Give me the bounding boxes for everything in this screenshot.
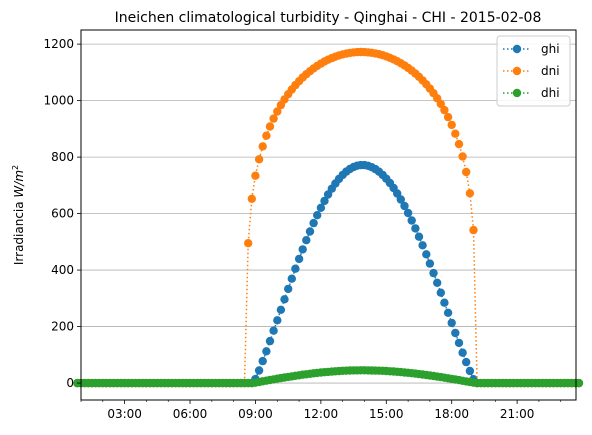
data-point-ghi (280, 295, 289, 304)
x-tick-label: 18:00 (434, 407, 469, 421)
x-tick-label: 12:00 (304, 407, 339, 421)
data-point-ghi (258, 356, 267, 366)
y-tick-label: 800 (51, 150, 74, 164)
data-point-dni (273, 107, 282, 116)
data-point-ghi (284, 284, 293, 294)
data-point-dni (447, 120, 456, 130)
legend-box (496, 35, 571, 107)
x-tick-label: 21:00 (500, 407, 535, 421)
data-point-ghi (291, 264, 300, 273)
data-point-dni (269, 114, 278, 123)
data-point-ghi (414, 232, 424, 241)
data-point-ghi (418, 241, 427, 250)
x-tick-label: 15:00 (369, 407, 404, 421)
legend-marker-dhi (512, 88, 522, 98)
data-point-ghi (316, 203, 326, 212)
data-point-ghi (454, 338, 464, 348)
data-point-dni (454, 139, 464, 149)
data-point-ghi (436, 288, 445, 297)
data-point-ghi (262, 347, 271, 356)
data-point-ghi (447, 318, 456, 328)
data-point-dni (451, 129, 460, 138)
legend-label-dhi: dhi (541, 86, 560, 100)
data-point-ghi (422, 250, 431, 259)
axis-layer: 0 200 400 600 800 1000 1200 03:00 06:00 09:00 12:0… (43, 37, 562, 421)
data-point-ghi (254, 366, 264, 375)
data-point-ghi (451, 328, 460, 338)
x-tick-label: 03:00 (107, 407, 142, 421)
data-point-ghi (403, 208, 413, 218)
data-point-dni (258, 142, 267, 151)
data-point-ghi (309, 218, 318, 228)
x-tick-label: 09:00 (238, 407, 273, 421)
legend-marker-dni (512, 66, 522, 76)
data-point-ghi (265, 336, 275, 346)
data-point-dni (443, 112, 453, 122)
data-point-dni (469, 225, 478, 235)
data-point-ghi (458, 348, 467, 357)
data-point-ghi (273, 316, 282, 325)
y-axis-label: Irradiancia W/m2 (11, 165, 26, 265)
data-point-ghi (276, 305, 286, 314)
y-axis-label-exp: 2 (11, 165, 20, 170)
data-point-ghi (287, 274, 296, 283)
legend: ghi dni dhi (496, 35, 571, 107)
data-point-dni (262, 131, 271, 140)
series-dhi (73, 366, 584, 388)
plot-frame (80, 29, 577, 401)
legend-marker-ghi (512, 44, 522, 54)
data-point-ghi (440, 298, 449, 307)
data-point-ghi (429, 268, 438, 278)
data-point-ghi (396, 195, 405, 204)
data-point-ghi (462, 357, 471, 367)
data-point-ghi (425, 259, 435, 268)
legend-label-dni: dni (541, 64, 560, 78)
data-point-ghi (465, 366, 475, 376)
y-tick-label: 600 (51, 207, 74, 221)
y-axis-label-text: Irradiancia (12, 198, 26, 266)
y-tick-label: 0 (66, 376, 74, 390)
data-point-dni (265, 122, 275, 131)
series-ghi (73, 160, 584, 388)
data-point-ghi (313, 211, 322, 220)
data-point-ghi (443, 308, 453, 317)
y-axis-label-unit: W/m (12, 170, 26, 198)
data-point-ghi (302, 236, 311, 245)
y-tick-label: 400 (51, 263, 74, 277)
data-point-dni (440, 105, 449, 115)
data-point-ghi (269, 326, 278, 335)
y-tick-label: 1000 (43, 94, 74, 108)
data-point-dni (436, 99, 445, 109)
data-point-dni (462, 167, 471, 177)
data-point-ghi (305, 227, 315, 236)
data-point-ghi (294, 254, 304, 264)
data-point-ghi (407, 216, 416, 225)
data-point-ghi (400, 201, 409, 211)
data-point-dni (254, 155, 264, 164)
data-point-ghi (320, 196, 329, 206)
data-point-ghi (411, 224, 420, 233)
data-point-dni (247, 194, 256, 203)
legend-label-ghi: ghi (541, 42, 560, 56)
data-point-ghi (298, 245, 307, 254)
data-point-dni (465, 189, 475, 198)
grid-layer (81, 43, 576, 384)
plot-layer (73, 47, 584, 388)
data-point-dhi (574, 378, 584, 388)
data-point-dni (251, 171, 260, 180)
data-point-dni (458, 152, 467, 161)
data-point-dni (244, 239, 253, 248)
y-tick-label: 1200 (43, 37, 74, 51)
x-tick-label: 06:00 (173, 407, 208, 421)
chart-title: Ineichen climatological turbidity - Qing… (115, 10, 542, 26)
y-tick-label: 200 (51, 320, 74, 334)
data-point-ghi (433, 278, 442, 287)
